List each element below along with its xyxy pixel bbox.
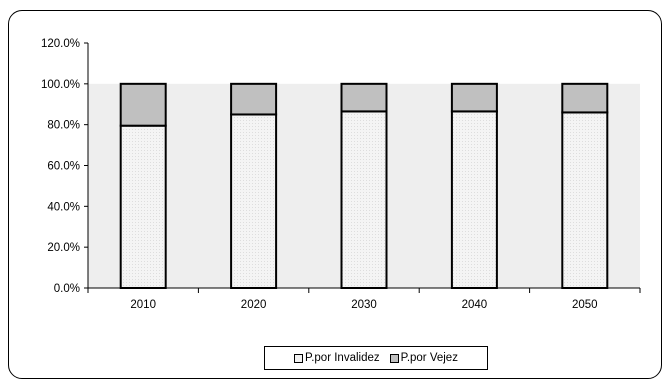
x-tick-label: 2040 [462,299,488,311]
y-tick-label: 120.0% [41,38,80,50]
legend-item-vejez: P.por Vejez [389,352,458,364]
x-tick-label: 2010 [130,299,156,311]
x-tick-label: 2030 [351,299,377,311]
bar-segment-vejez-2050 [561,82,609,114]
y-tick-label: 0.0% [54,283,80,295]
bar-segment-vejez-2020 [230,82,278,116]
legend-swatch-vejez [389,353,399,363]
bar-segment-invalidez-2020 [230,113,278,290]
bar-segment-vejez-2010 [119,82,167,127]
legend-swatch-invalidez [294,353,304,363]
y-tick-label: 20.0% [47,242,80,254]
y-tick-label: 60.0% [47,161,80,173]
x-tick-label: 2020 [241,299,267,311]
legend-label-vejez: P.por Vejez [400,352,458,364]
y-tick-label: 40.0% [47,201,80,213]
legend-label-invalidez: P.por Invalidez [305,352,380,364]
y-tick-label: 80.0% [47,120,80,132]
y-tick-label: 100.0% [41,79,80,91]
bar-segment-invalidez-2040 [450,110,498,290]
legend: P.por Invalidez P.por Vejez [264,346,488,370]
x-tick-label: 2050 [572,299,598,311]
legend-item-invalidez: P.por Invalidez [294,352,380,364]
bar-segment-invalidez-2010 [119,124,167,289]
bar-segment-invalidez-2030 [340,110,388,290]
bar-segment-vejez-2030 [340,82,388,113]
bar-segment-invalidez-2050 [561,111,609,289]
bar-segment-vejez-2040 [450,82,498,113]
